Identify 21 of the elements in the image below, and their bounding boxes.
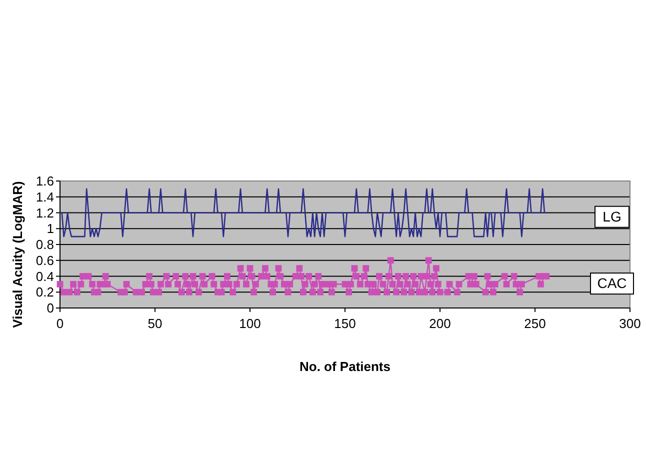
text: CAC [597, 275, 627, 292]
x-tick-label: 150 [334, 316, 356, 331]
y-tick-label: 1.4 [36, 189, 54, 204]
y-axis-title: Visual Acuity (LogMAR) [10, 181, 25, 328]
y-tick-label: 0.6 [36, 252, 54, 268]
y-tick-label: 1.6 [36, 174, 54, 189]
y-tick-label: 0.2 [36, 284, 54, 300]
x-tick-label: 200 [429, 316, 451, 331]
y-tick-label: 0.8 [36, 237, 54, 252]
y-tick-label: 1.2 [36, 205, 54, 220]
x-axis-title: No. of Patients [299, 359, 391, 374]
x-tick-label: 250 [524, 316, 546, 331]
x-tick-label: 100 [239, 316, 261, 331]
x-tick-label: 50 [148, 316, 162, 331]
x-tick-label: 0 [56, 316, 64, 331]
y-tick-label: 1 [46, 221, 54, 236]
text: LG [602, 208, 622, 224]
y-tick-label: 0.4 [36, 268, 54, 284]
line-series [59, 188, 548, 238]
y-tick-label: 0 [46, 300, 54, 316]
x-tick-label: 300 [619, 316, 641, 331]
